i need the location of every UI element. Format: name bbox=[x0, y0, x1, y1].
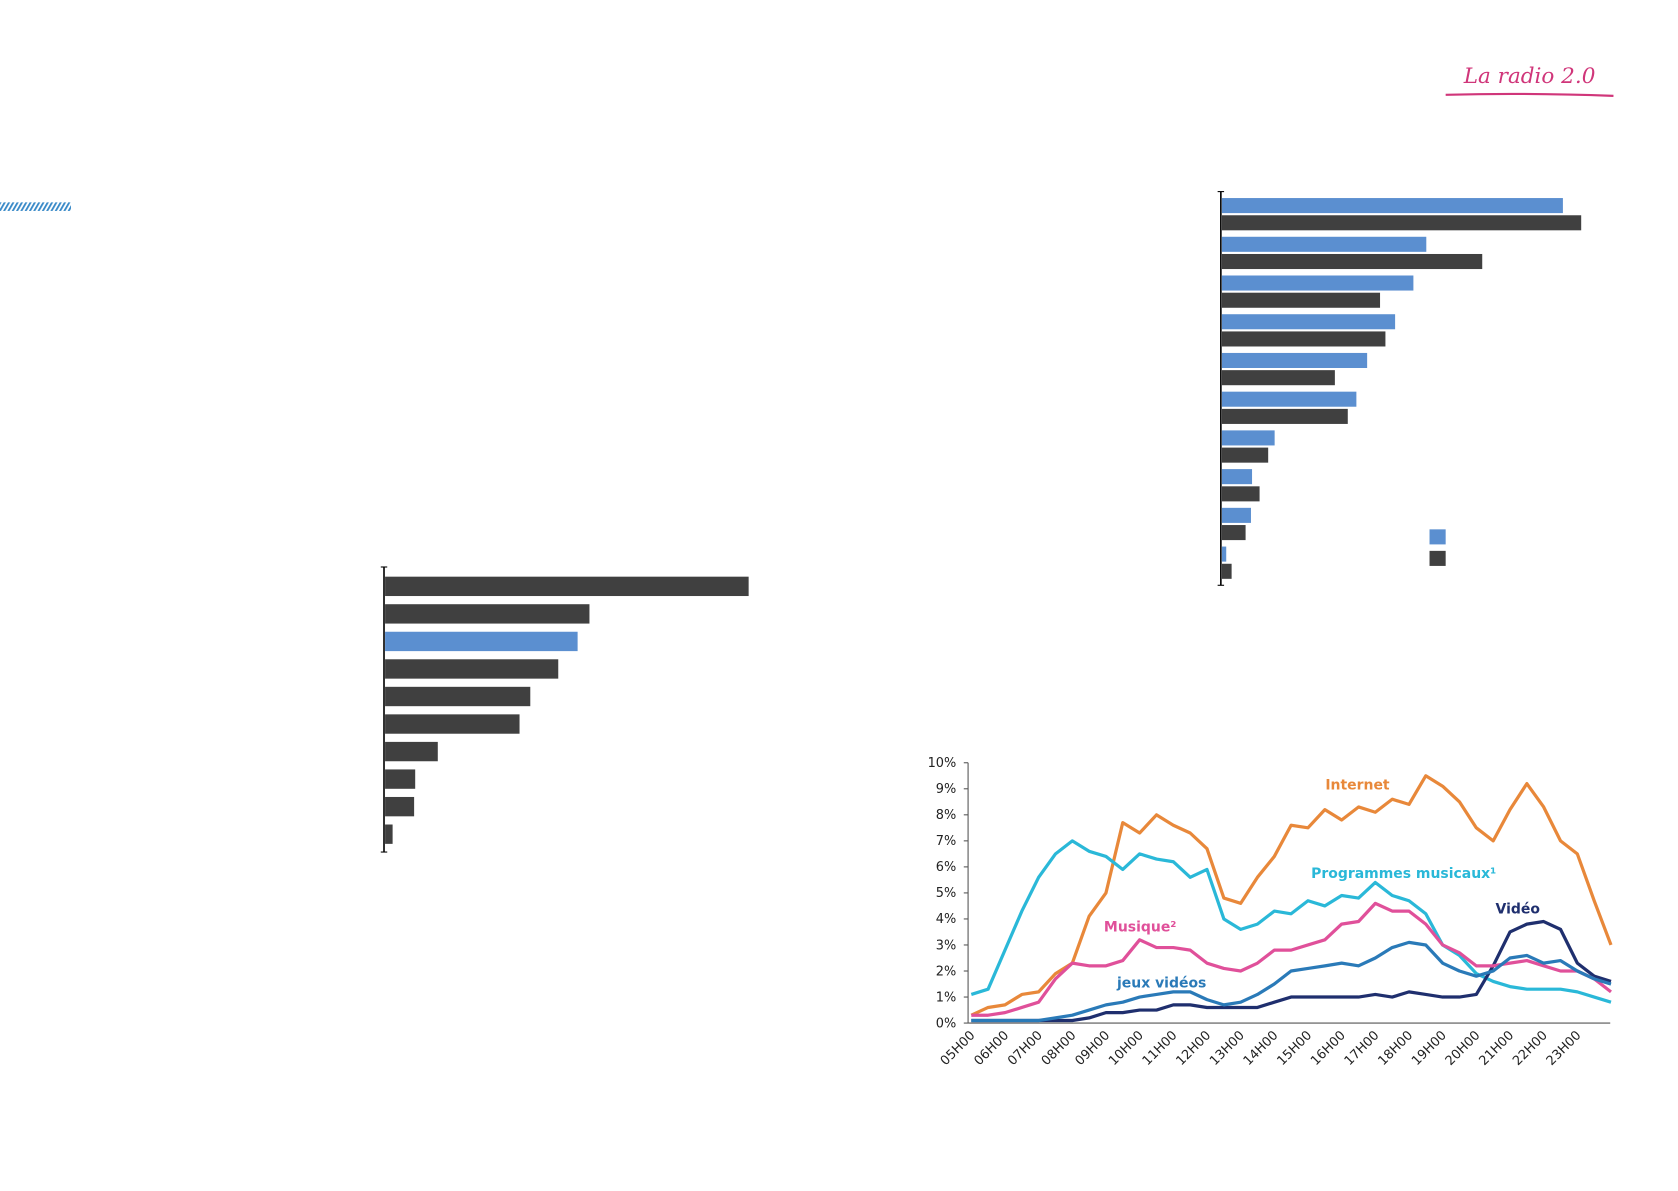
bar bbox=[385, 576, 749, 597]
header-underline bbox=[1445, 92, 1614, 97]
x-tick-label: 13H00 bbox=[1207, 1028, 1248, 1069]
bar bbox=[1221, 236, 1427, 252]
y-tick-label: 5% bbox=[936, 886, 956, 901]
x-tick-label: 06H00 bbox=[971, 1028, 1012, 1069]
series-label: Vidéo bbox=[1496, 901, 1540, 917]
series-label: Internet bbox=[1325, 778, 1390, 794]
series-label: Programmes musicaux¹ bbox=[1311, 866, 1496, 882]
y-tick-label: 1% bbox=[936, 990, 956, 1005]
x-tick-label: 20H00 bbox=[1443, 1028, 1484, 1069]
x-tick-label: 22H00 bbox=[1510, 1028, 1551, 1069]
bar bbox=[385, 686, 531, 707]
bar bbox=[385, 714, 520, 734]
series-label: jeux vidéos bbox=[1116, 976, 1206, 992]
bar bbox=[1221, 408, 1348, 424]
y-tick-label: 3% bbox=[936, 938, 956, 953]
x-tick-label: 15H00 bbox=[1274, 1028, 1315, 1069]
y-tick-label: 10% bbox=[928, 756, 957, 771]
decoration-stripe bbox=[0, 202, 71, 211]
y-tick-label: 6% bbox=[936, 860, 956, 875]
bar bbox=[1221, 331, 1386, 347]
series-line bbox=[970, 774, 1613, 1017]
bar bbox=[1221, 292, 1381, 308]
bar bbox=[385, 604, 590, 624]
y-tick-label: 0% bbox=[936, 1016, 956, 1031]
series-line bbox=[970, 839, 1612, 1004]
bar bbox=[1221, 507, 1251, 523]
x-tick-label: 18H00 bbox=[1375, 1028, 1416, 1069]
bar bbox=[1221, 546, 1227, 562]
bar bbox=[385, 631, 578, 652]
x-tick-label: 05H00 bbox=[938, 1028, 979, 1069]
bar bbox=[1221, 469, 1253, 485]
x-tick-label: 11H00 bbox=[1140, 1028, 1181, 1069]
bar bbox=[1221, 563, 1232, 579]
x-tick-label: 09H00 bbox=[1072, 1028, 1113, 1069]
x-tick-label: 12H00 bbox=[1173, 1028, 1214, 1069]
bar bbox=[1221, 447, 1269, 463]
legend-swatch bbox=[1429, 550, 1446, 566]
header-title: La radio 2.0 bbox=[1463, 64, 1596, 89]
x-tick-label: 21H00 bbox=[1476, 1028, 1517, 1069]
bar bbox=[1221, 314, 1396, 330]
bar bbox=[1221, 198, 1563, 214]
bar bbox=[385, 796, 415, 817]
y-tick-label: 9% bbox=[936, 782, 956, 797]
bar bbox=[385, 824, 393, 844]
x-tick-label: 16H00 bbox=[1308, 1028, 1349, 1069]
series-line bbox=[971, 940, 1612, 1023]
x-tick-label: 07H00 bbox=[1005, 1028, 1046, 1069]
series-line bbox=[971, 919, 1612, 1023]
series-label: Musique² bbox=[1104, 920, 1176, 936]
x-tick-label: 10H00 bbox=[1106, 1028, 1147, 1069]
x-tick-label: 19H00 bbox=[1409, 1028, 1450, 1069]
x-tick-label: 08H00 bbox=[1039, 1028, 1080, 1069]
bar bbox=[1221, 275, 1414, 291]
y-tick-label: 7% bbox=[936, 834, 956, 849]
bar bbox=[385, 659, 559, 679]
y-tick-label: 4% bbox=[936, 912, 956, 927]
bar bbox=[1221, 215, 1582, 231]
x-tick-label: 14H00 bbox=[1241, 1028, 1282, 1069]
bar bbox=[1221, 486, 1260, 502]
x-tick-label: 23H00 bbox=[1544, 1028, 1585, 1069]
legend-swatch bbox=[1429, 529, 1446, 545]
x-tick-label: 17H00 bbox=[1342, 1028, 1383, 1069]
bar bbox=[1221, 370, 1335, 386]
bar bbox=[385, 769, 416, 789]
y-tick-label: 8% bbox=[936, 808, 956, 823]
bar bbox=[385, 741, 438, 762]
bar bbox=[1221, 525, 1246, 541]
bar bbox=[1221, 391, 1357, 407]
bar bbox=[1221, 352, 1368, 369]
bar bbox=[1221, 430, 1275, 446]
bar bbox=[1221, 253, 1483, 270]
y-tick-label: 2% bbox=[936, 964, 956, 979]
